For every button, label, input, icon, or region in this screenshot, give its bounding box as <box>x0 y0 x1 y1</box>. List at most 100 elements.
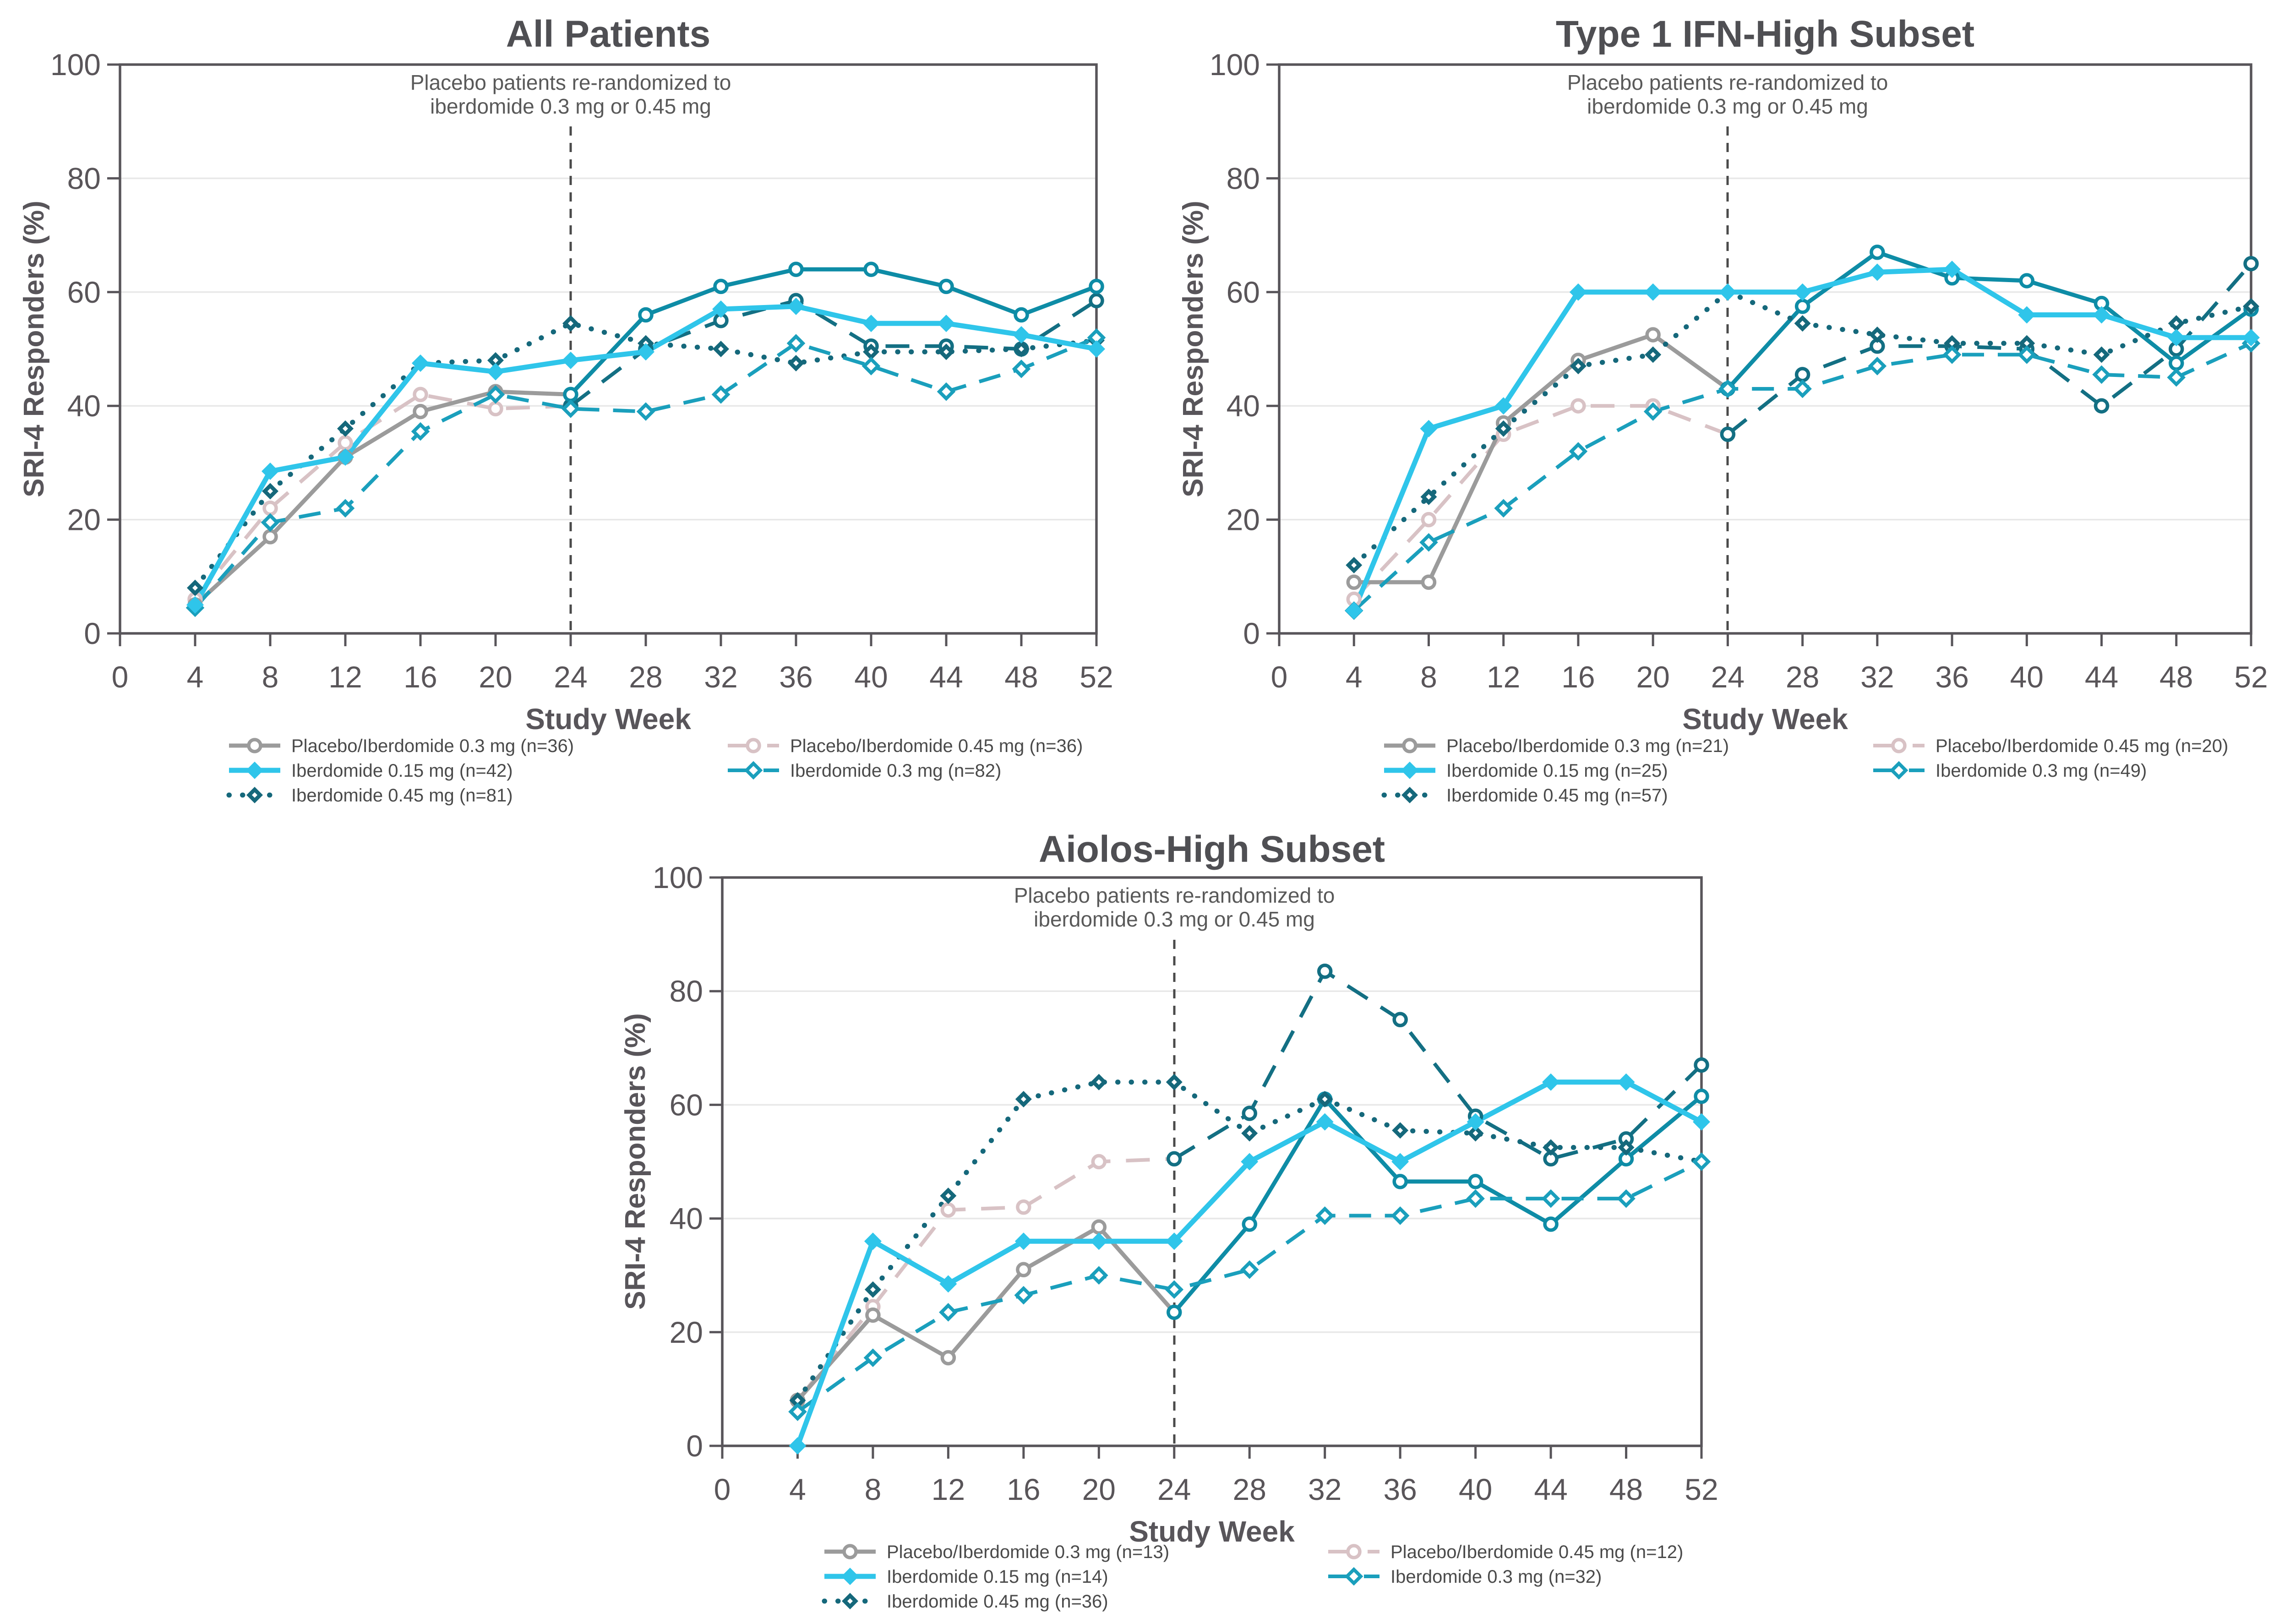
legend-item-ib045: Iberdomide 0.45 mg (n=36) <box>822 1591 1108 1612</box>
marker-ib045-wk40 <box>863 343 879 360</box>
y-tick-label: 80 <box>1227 161 1260 195</box>
marker-ib03-wk16 <box>1569 442 1588 461</box>
line-placebo045-post <box>1726 262 2253 436</box>
marker-ib015-wk32 <box>1868 263 1886 281</box>
rerandomization-annotation-line2: iberdomide 0.3 mg or 0.45 mg <box>430 94 711 118</box>
legend-marker-placebo03 <box>247 738 262 753</box>
legend-item-ib03: Iberdomide 0.3 mg (n=82) <box>728 761 1001 781</box>
legend-label-ib045: Iberdomide 0.45 mg (n=36) <box>887 1591 1108 1612</box>
y-tick-label: 100 <box>653 861 703 894</box>
legend: Placebo/Iberdomide 0.3 mg (n=13) Iberdomi… <box>822 1542 1683 1612</box>
y-tick-label: 0 <box>1243 616 1260 650</box>
marker-ib015-wk4 <box>186 596 204 614</box>
x-tick-label: 44 <box>929 660 963 694</box>
marker-ib03-wk8 <box>1419 533 1438 552</box>
marker-ib03-wk8 <box>261 513 280 532</box>
x-tick-label: 24 <box>554 660 587 694</box>
legend-item-ib015: Iberdomide 0.15 mg (n=14) <box>824 1567 1108 1587</box>
marker-ib045-wk4 <box>789 1392 806 1409</box>
y-tick-label: 20 <box>67 503 101 537</box>
marker-ib045-wk32 <box>1316 1090 1333 1107</box>
legend-item-placebo03: Placebo/Iberdomide 0.3 mg (n=13) <box>824 1542 1169 1562</box>
legend-item-ib015: Iberdomide 0.15 mg (n=42) <box>229 761 513 781</box>
marker-placebo03-wk24 <box>1167 1304 1182 1320</box>
legend-marker-ib015 <box>1401 762 1418 779</box>
x-tick-label: 40 <box>854 660 888 694</box>
marker-ib045-wk32 <box>713 341 729 357</box>
x-tick-label: 8 <box>865 1472 882 1506</box>
x-tick-label: 24 <box>1711 660 1745 694</box>
marker-ib03-wk44 <box>2092 365 2111 384</box>
x-tick-label: 0 <box>1271 660 1288 694</box>
y-tick-label: 40 <box>67 389 101 423</box>
marker-ib015-wk52 <box>1693 1113 1710 1131</box>
y-tick-label: 0 <box>84 616 101 650</box>
rerandomization-annotation-line1: Placebo patients re-randomized to <box>1567 71 1888 94</box>
marker-placebo03-wk40 <box>1467 1174 1483 1189</box>
legend-label-placebo045: Placebo/Iberdomide 0.45 mg (n=12) <box>1390 1542 1683 1562</box>
x-tick-label: 16 <box>1561 660 1595 694</box>
legend-item-placebo045: Placebo/Iberdomide 0.45 mg (n=12) <box>1328 1542 1683 1562</box>
legend-marker-placebo045 <box>1346 1544 1362 1559</box>
marker-placebo03-wk8 <box>262 529 278 545</box>
x-axis-label: Study Week <box>1682 703 1848 736</box>
marker-ib015-wk8 <box>1420 420 1438 437</box>
marker-ib045-wk52 <box>2243 298 2259 315</box>
x-tick-label: 8 <box>262 660 279 694</box>
x-tick-label: 44 <box>1534 1472 1567 1506</box>
marker-placebo03-wk24 <box>563 387 578 403</box>
marker-ib03-wk32 <box>1315 1206 1334 1225</box>
marker-ib045-wk36 <box>1392 1122 1409 1139</box>
legend-item-placebo03: Placebo/Iberdomide 0.3 mg (n=36) <box>229 736 574 756</box>
marker-ib015-wk48 <box>2167 329 2185 347</box>
marker-ib015-wk4 <box>1345 602 1363 620</box>
marker-placebo03-wk20 <box>1091 1219 1107 1235</box>
x-tick-label: 52 <box>1685 1472 1718 1506</box>
x-tick-label: 12 <box>932 1472 965 1506</box>
line-placebo045-post <box>569 299 1098 408</box>
marker-ib015-wk52 <box>1088 340 1105 358</box>
marker-ib015-wk44 <box>938 315 955 332</box>
x-tick-label: 20 <box>1636 660 1669 694</box>
marker-ib045-wk28 <box>1241 1125 1258 1142</box>
marker-ib03-wk48 <box>2167 368 2186 387</box>
legend-item-ib03: Iberdomide 0.3 mg (n=49) <box>1873 761 2147 781</box>
marker-ib045-wk4 <box>1346 556 1363 573</box>
marker-placebo03-wk12 <box>940 1350 956 1366</box>
marker-ib03-wk36 <box>786 334 806 353</box>
x-tick-label: 20 <box>1082 1472 1116 1506</box>
marker-placebo03-wk28 <box>1794 299 1810 314</box>
y-tick-label: 20 <box>1227 503 1260 537</box>
panel-type-1-ifn-high-subset: Placebo patients re-randomized toiberdom… <box>1178 13 2268 806</box>
marker-ib015-wk44 <box>2093 306 2110 324</box>
x-tick-label: 36 <box>1935 660 1968 694</box>
marker-ib015-wk4 <box>789 1437 807 1455</box>
legend-label-placebo03: Placebo/Iberdomide 0.3 mg (n=36) <box>291 736 574 756</box>
y-tick-label: 100 <box>1210 48 1260 82</box>
x-tick-label: 36 <box>1383 1472 1417 1506</box>
marker-ib045-wk12 <box>940 1187 957 1204</box>
y-tick-label: 60 <box>67 275 101 309</box>
marker-ib015-wk48 <box>1617 1073 1635 1091</box>
marker-placebo03-wk8 <box>1421 574 1437 590</box>
marker-placebo03-wk48 <box>2169 355 2184 371</box>
marker-placebo03-wk44 <box>938 278 954 294</box>
marker-ib015-wk16 <box>1569 283 1587 301</box>
line-placebo03-post <box>1726 250 2252 390</box>
x-tick-label: 52 <box>1080 660 1113 694</box>
marker-ib03-wk12 <box>1494 499 1513 518</box>
marker-ib03-wk24 <box>1165 1280 1184 1299</box>
legend-marker-placebo03 <box>1402 738 1418 753</box>
y-tick-label: 0 <box>686 1429 703 1463</box>
marker-ib015-wk20 <box>1644 283 1662 301</box>
marker-ib015-wk28 <box>637 343 654 361</box>
legend-label-ib015: Iberdomide 0.15 mg (n=25) <box>1446 761 1668 781</box>
legend-label-ib045: Iberdomide 0.45 mg (n=81) <box>291 785 513 806</box>
y-tick-label: 60 <box>1227 275 1260 309</box>
line-placebo03-pre <box>193 389 571 607</box>
marker-placebo045-wk52 <box>2243 256 2259 272</box>
y-tick-label: 20 <box>670 1315 703 1349</box>
legend-marker-ib045 <box>246 787 263 803</box>
legend-marker-ib03 <box>1344 1567 1363 1586</box>
marker-ib015-wk24 <box>1719 283 1737 301</box>
